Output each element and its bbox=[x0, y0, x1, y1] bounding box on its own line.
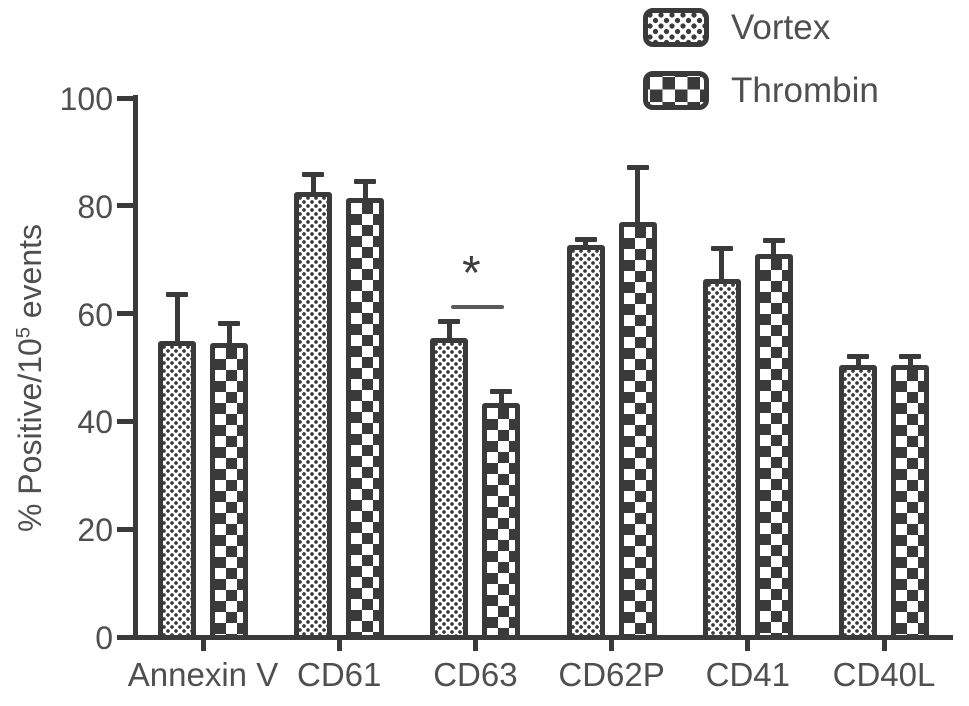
thrombin-pattern-swatch bbox=[643, 71, 709, 110]
bar-thrombin-cd63 bbox=[482, 402, 521, 640]
error-bar-stem bbox=[719, 248, 725, 287]
error-bar-stem bbox=[446, 321, 452, 346]
error-bar-cap bbox=[762, 237, 785, 243]
error-bar-cap bbox=[847, 353, 869, 359]
y-tick bbox=[117, 311, 133, 317]
legend-label-vortex: Vortex bbox=[731, 8, 831, 47]
error-bar-cap bbox=[302, 172, 325, 178]
legend-item-vortex: Vortex bbox=[643, 8, 879, 47]
y-tick-label: 40 bbox=[77, 404, 113, 441]
x-tick bbox=[609, 640, 615, 651]
x-tick bbox=[881, 640, 887, 651]
bar-vortex-cd62p bbox=[566, 244, 605, 640]
bar-thrombin-cd41 bbox=[754, 254, 793, 640]
error-bar-cap bbox=[438, 318, 461, 324]
error-bar-stem bbox=[771, 240, 777, 263]
y-tick bbox=[117, 418, 133, 424]
bar-thrombin-cd40l bbox=[891, 364, 929, 640]
bar-thrombin-annexin-v bbox=[210, 343, 248, 640]
x-tick bbox=[200, 640, 206, 651]
error-bar-stem bbox=[907, 356, 913, 373]
y-tick-label: 80 bbox=[77, 188, 113, 225]
y-tick-label: 0 bbox=[95, 620, 113, 656]
error-bar-stem bbox=[855, 356, 861, 373]
bar-thrombin-cd61 bbox=[346, 197, 385, 640]
error-bar-cap bbox=[166, 291, 188, 297]
x-axis-line bbox=[131, 635, 953, 640]
category-label: CD63 bbox=[433, 656, 518, 693]
error-bar-stem bbox=[362, 181, 368, 206]
vortex-pattern-swatch bbox=[643, 8, 709, 47]
category-label: Annexin V bbox=[127, 656, 279, 693]
error-bar-cap bbox=[490, 388, 513, 394]
error-bar-stem bbox=[310, 175, 316, 201]
bar-vortex-cd61 bbox=[294, 192, 333, 640]
legend: Vortex Thrombin bbox=[643, 8, 879, 110]
error-bar-stem bbox=[498, 391, 504, 411]
bar-thrombin-cd62p bbox=[618, 221, 657, 640]
bar-vortex-cd41 bbox=[702, 278, 741, 640]
category-label: CD61 bbox=[297, 656, 382, 693]
error-bar-cap bbox=[899, 353, 921, 359]
significance-asterisk: * bbox=[462, 247, 481, 300]
legend-label-thrombin: Thrombin bbox=[731, 71, 879, 110]
significance-line bbox=[451, 305, 505, 309]
error-bar-cap bbox=[354, 178, 377, 184]
error-bar-cap bbox=[626, 165, 649, 171]
x-tick bbox=[745, 640, 751, 651]
y-axis-line bbox=[133, 95, 138, 640]
y-tick bbox=[117, 95, 133, 101]
error-bar-stem bbox=[635, 168, 641, 230]
y-tick-label: 100 bbox=[59, 81, 113, 117]
error-bar-stem bbox=[226, 324, 232, 352]
category-label: CD62P bbox=[558, 656, 665, 693]
error-bar-cap bbox=[218, 321, 240, 327]
y-tick bbox=[117, 203, 133, 209]
bar-vortex-cd63 bbox=[430, 337, 469, 640]
y-tick bbox=[117, 634, 133, 640]
bar-vortex-annexin-v bbox=[158, 340, 196, 640]
category-label: CD41 bbox=[705, 656, 790, 693]
y-tick bbox=[117, 526, 133, 532]
bar-vortex-cd40l bbox=[839, 364, 877, 640]
error-bar-stem bbox=[174, 294, 180, 349]
error-bar-cap bbox=[710, 245, 733, 251]
category-label: CD40L bbox=[832, 656, 936, 693]
y-tick-label: 60 bbox=[77, 296, 113, 333]
y-tick-label: 20 bbox=[77, 512, 113, 549]
x-tick bbox=[472, 640, 478, 651]
error-bar-cap bbox=[574, 237, 597, 243]
legend-item-thrombin: Thrombin bbox=[643, 71, 879, 110]
x-tick bbox=[336, 640, 342, 651]
